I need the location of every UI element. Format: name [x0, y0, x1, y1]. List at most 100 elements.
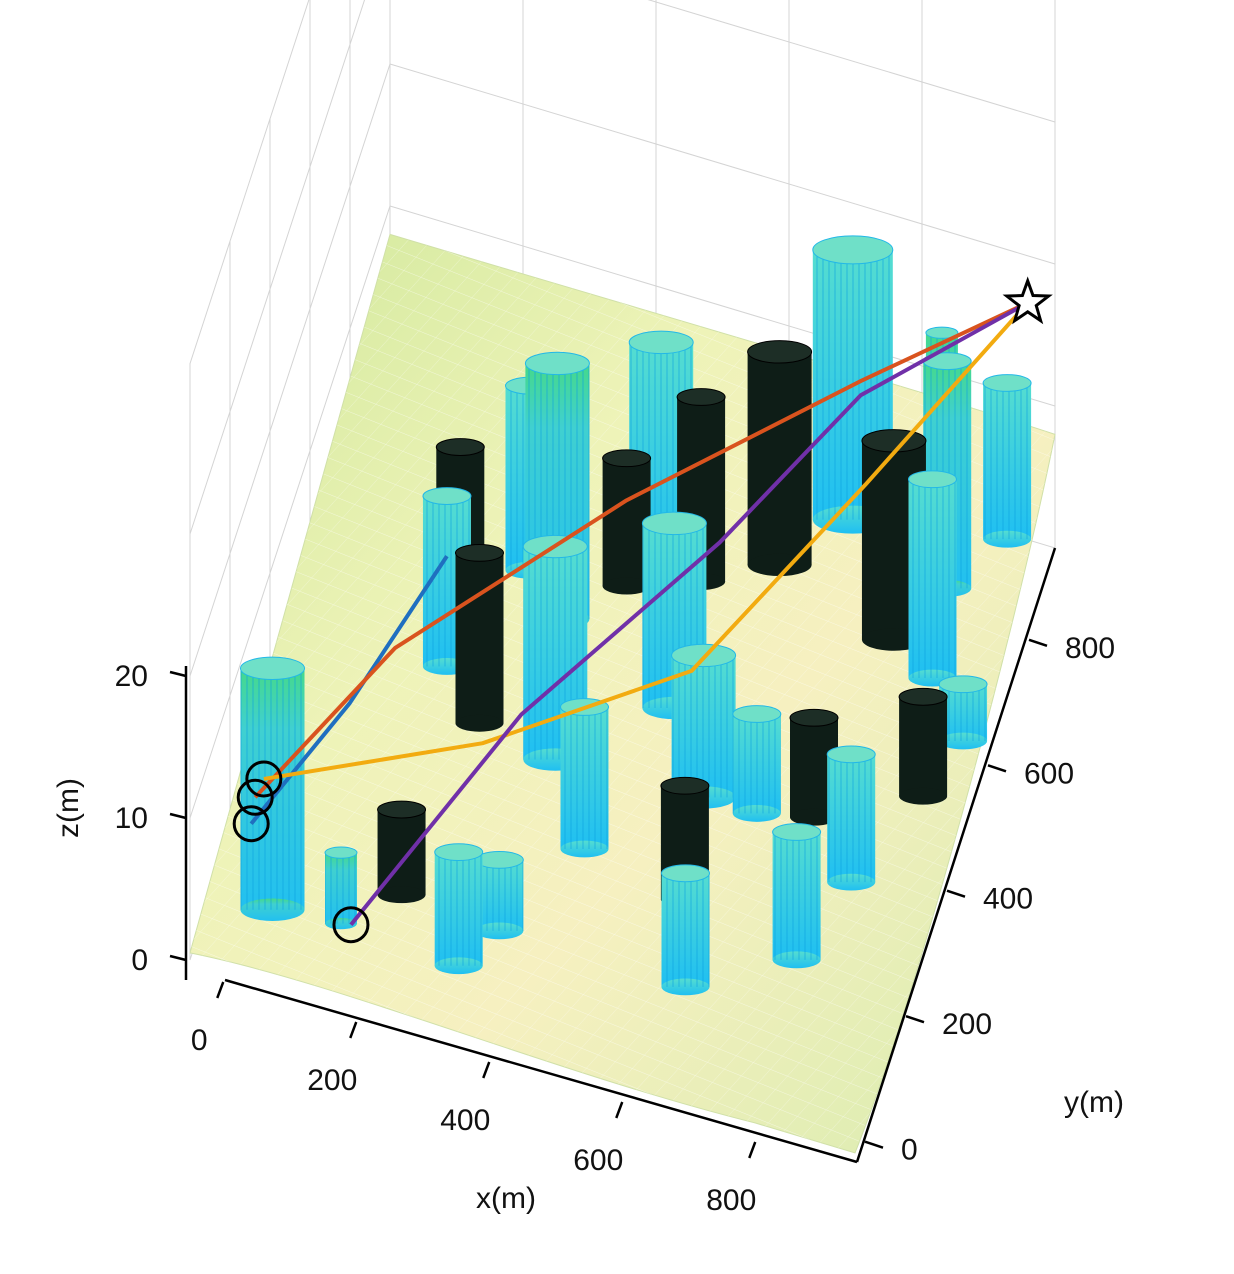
y-tick — [905, 1014, 925, 1024]
cylinder-base — [377, 886, 426, 904]
z-tick-label: 0 — [131, 944, 148, 977]
cylinder-top — [435, 438, 485, 456]
cylinder-lines — [671, 655, 736, 798]
cylinder-body — [899, 696, 948, 797]
cylinder-top — [908, 470, 957, 489]
cylinder-lines — [983, 382, 1032, 540]
z-tick — [169, 670, 187, 678]
cylinder-lines — [325, 852, 357, 924]
y-tick-label: 600 — [1024, 757, 1074, 790]
start-marker — [236, 778, 274, 816]
z-tick-label: 20 — [115, 660, 148, 693]
z-gridline — [189, 63, 1056, 677]
z-tick — [169, 954, 187, 962]
cylinder-lines — [908, 479, 957, 679]
cylinder-top — [455, 544, 504, 562]
cylinder-top — [628, 330, 694, 355]
markers — [232, 276, 1053, 944]
cylinder-top — [982, 374, 1032, 392]
z-tick — [169, 812, 187, 820]
cylinder-lines — [475, 859, 524, 931]
x-tick — [615, 1101, 624, 1119]
paths — [249, 301, 1030, 926]
path-series-1 — [253, 301, 1029, 799]
cylinder-top — [240, 656, 305, 681]
cylinder-base — [602, 577, 651, 595]
cylinder-top — [826, 745, 876, 764]
cylinder-base — [899, 787, 948, 805]
obstacle — [898, 687, 948, 805]
x-tick-label: 200 — [307, 1064, 357, 1097]
cylinder-body — [455, 552, 504, 724]
x-tick-label: 400 — [440, 1104, 490, 1137]
obstacle — [826, 745, 876, 891]
y-tick — [987, 764, 1007, 773]
cylinder-top — [861, 429, 927, 453]
cylinder-base — [455, 714, 504, 732]
y-tick-label: 400 — [983, 883, 1033, 916]
cylinder-top — [660, 776, 710, 795]
cylinder-top — [772, 823, 822, 841]
y-tick-label: 0 — [901, 1134, 918, 1167]
z-gridline — [189, 0, 1056, 535]
cylinder-top — [812, 235, 894, 265]
cylinder-top — [732, 705, 782, 723]
goal-marker — [1002, 276, 1053, 325]
cylinder-top — [422, 487, 472, 505]
y-tick — [1028, 638, 1048, 647]
cylinder-lines — [661, 873, 710, 987]
obstacle — [324, 846, 358, 930]
cylinder-base — [747, 553, 812, 577]
x-tick — [349, 1021, 358, 1039]
z-tick-label: 10 — [115, 802, 148, 835]
start-marker — [232, 805, 270, 843]
obstacles — [240, 235, 1032, 996]
path-series-3 — [349, 301, 1029, 926]
cylinder-lines — [772, 832, 821, 960]
obstacle — [982, 374, 1032, 548]
obstacle — [434, 843, 484, 975]
cylinder-base — [790, 808, 838, 826]
cylinder-lines — [560, 706, 609, 849]
obstacle — [772, 823, 822, 969]
obstacle — [732, 705, 782, 822]
x-axis-label: x(m) — [476, 1182, 536, 1215]
x-tick-label: 800 — [706, 1184, 756, 1217]
x-tick — [216, 981, 225, 999]
x-tick — [482, 1061, 491, 1079]
y-axis-label: y(m) — [1064, 1086, 1124, 1119]
cylinder-top — [938, 675, 988, 694]
cylinder-top — [898, 687, 948, 706]
y-tick-label: 800 — [1065, 632, 1115, 665]
cylinder-top — [789, 708, 839, 727]
obstacle — [661, 864, 710, 996]
cylinder-lines — [732, 714, 781, 814]
path-series-0 — [249, 555, 449, 825]
y-axis-line — [855, 547, 1057, 1163]
cylinder-top — [747, 340, 813, 364]
cylinder-top — [641, 511, 707, 536]
start-marker — [332, 906, 370, 944]
obstacle — [560, 698, 609, 858]
cylinder-top — [676, 388, 726, 406]
cylinder-top — [377, 800, 427, 819]
obstacle — [908, 470, 957, 687]
start-marker — [245, 760, 283, 798]
x-axis-line — [224, 978, 858, 1164]
cylinder-top — [524, 351, 590, 376]
x-tick-label: 0 — [191, 1024, 208, 1057]
cylinder-top — [324, 846, 358, 859]
cylinder-top — [434, 843, 484, 862]
obstacle — [377, 800, 427, 904]
y-tick — [946, 889, 966, 898]
obstacle — [474, 851, 524, 940]
cylinder-top — [602, 449, 652, 468]
z-axis-label: z(m) — [52, 778, 85, 838]
y-tick — [864, 1140, 884, 1149]
cylinder-lines — [434, 852, 483, 966]
obstacle — [455, 544, 504, 732]
x-tick — [748, 1141, 757, 1159]
cylinder-lines — [827, 754, 876, 883]
axes: 0 200 400 600 800 0 200 400 600 800 0 10 20 x(m) y(m) z… — [52, 547, 1124, 1217]
